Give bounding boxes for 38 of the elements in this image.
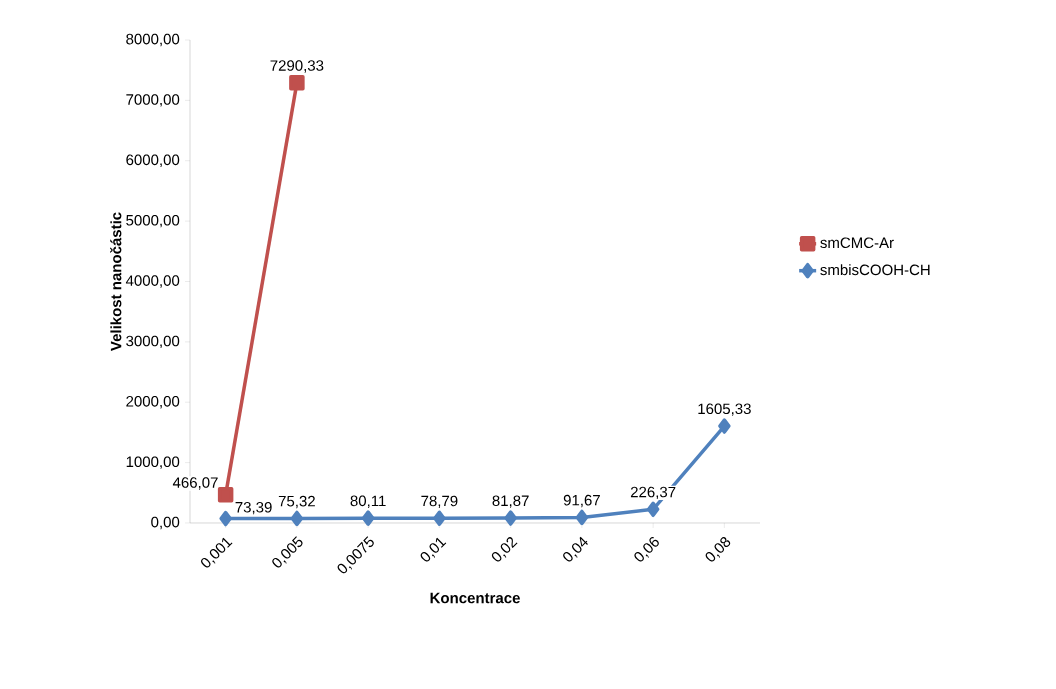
data-label: 78,79 bbox=[421, 495, 458, 509]
point bbox=[718, 418, 731, 434]
point bbox=[433, 510, 446, 526]
data-label: 81,87 bbox=[492, 495, 529, 508]
x-axis-title: Koncentrace bbox=[430, 592, 520, 604]
data-label: 7290,33 bbox=[270, 60, 324, 73]
data-label: 75,32 bbox=[278, 495, 315, 509]
y-tick-label: 2000,00 bbox=[126, 396, 180, 409]
y-tick-label: 6000,00 bbox=[126, 154, 180, 167]
data-label: 80,11 bbox=[350, 495, 386, 508]
data-label: 466,07 bbox=[172, 477, 218, 490]
data-label: 91,67 bbox=[563, 494, 600, 508]
y-axis-title: Velikost nanočástic bbox=[110, 212, 122, 351]
x-tick-label: 0,02 bbox=[491, 537, 518, 562]
point bbox=[646, 501, 660, 518]
x-tick-label: 0,04 bbox=[563, 536, 588, 562]
point bbox=[289, 75, 305, 91]
point bbox=[575, 509, 589, 526]
x-tick-label: 0,08 bbox=[705, 537, 731, 562]
x-tick-label: 0,06 bbox=[634, 537, 659, 562]
data-label: 73,39 bbox=[235, 501, 272, 515]
y-tick-label: 4000,00 bbox=[125, 275, 180, 288]
point bbox=[290, 510, 304, 527]
y-tick-label: 0,00 bbox=[151, 516, 180, 530]
y-tick-label: 5000,00 bbox=[126, 214, 180, 228]
data-label: 226,37 bbox=[630, 486, 676, 500]
point bbox=[361, 510, 375, 526]
y-tick-label: 8000,00 bbox=[126, 33, 180, 47]
y-tick-label: 7000,00 bbox=[126, 94, 180, 107]
legend-label: smCMC-Ar bbox=[820, 237, 894, 249]
y-tick-label: 3000,00 bbox=[126, 335, 180, 349]
data-label: 1605,33 bbox=[698, 403, 751, 416]
point bbox=[217, 487, 234, 503]
legend-label: smbisCOOH-CH bbox=[820, 264, 930, 276]
point bbox=[219, 510, 232, 527]
y-tick-label: 1000,00 bbox=[126, 456, 180, 469]
x-tick-label: 0,01 bbox=[420, 537, 447, 562]
point bbox=[504, 510, 517, 526]
